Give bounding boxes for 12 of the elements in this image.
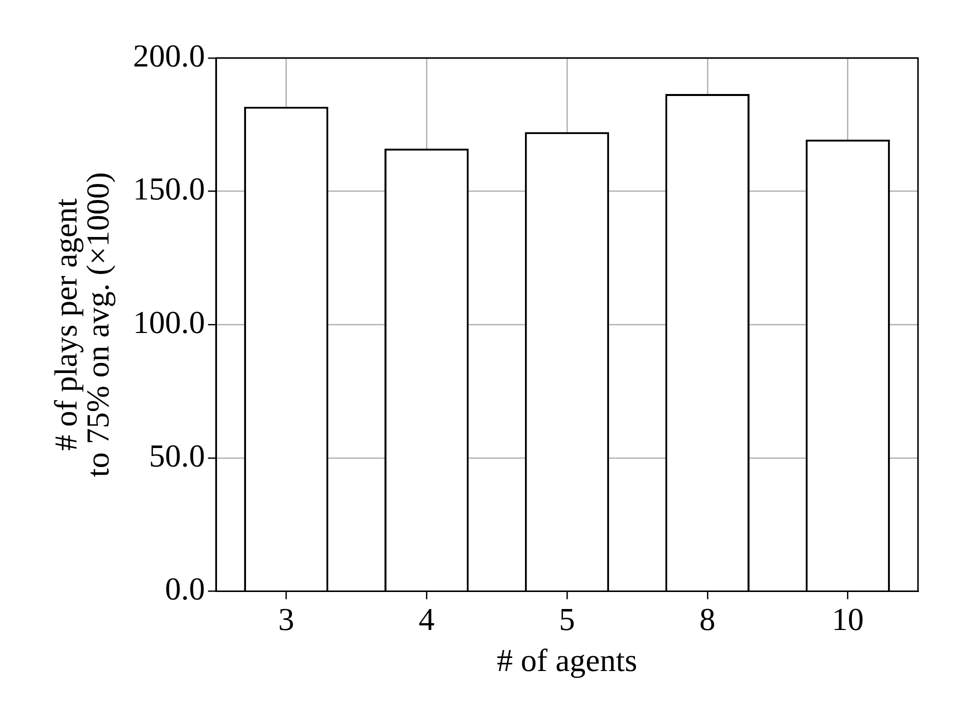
x-tick-label: 8: [699, 600, 716, 637]
x-tick-label: 3: [278, 600, 294, 637]
y-tick-label: 100.0: [133, 304, 205, 340]
y-tick-label: 200.0: [133, 37, 205, 74]
y-tick-label: 150.0: [133, 170, 205, 207]
y-axis-title: # of plays per agent to 75% on avg. (×1000): [47, 172, 116, 478]
y-tick-label: 0.0: [165, 570, 205, 607]
x-axis-title: # of agents: [496, 642, 638, 678]
x-tick-label: 5: [559, 600, 575, 637]
x-tick-label: 4: [418, 600, 435, 637]
x-tick-label: 10: [832, 600, 864, 637]
y-tick-label: 50.0: [149, 437, 205, 474]
